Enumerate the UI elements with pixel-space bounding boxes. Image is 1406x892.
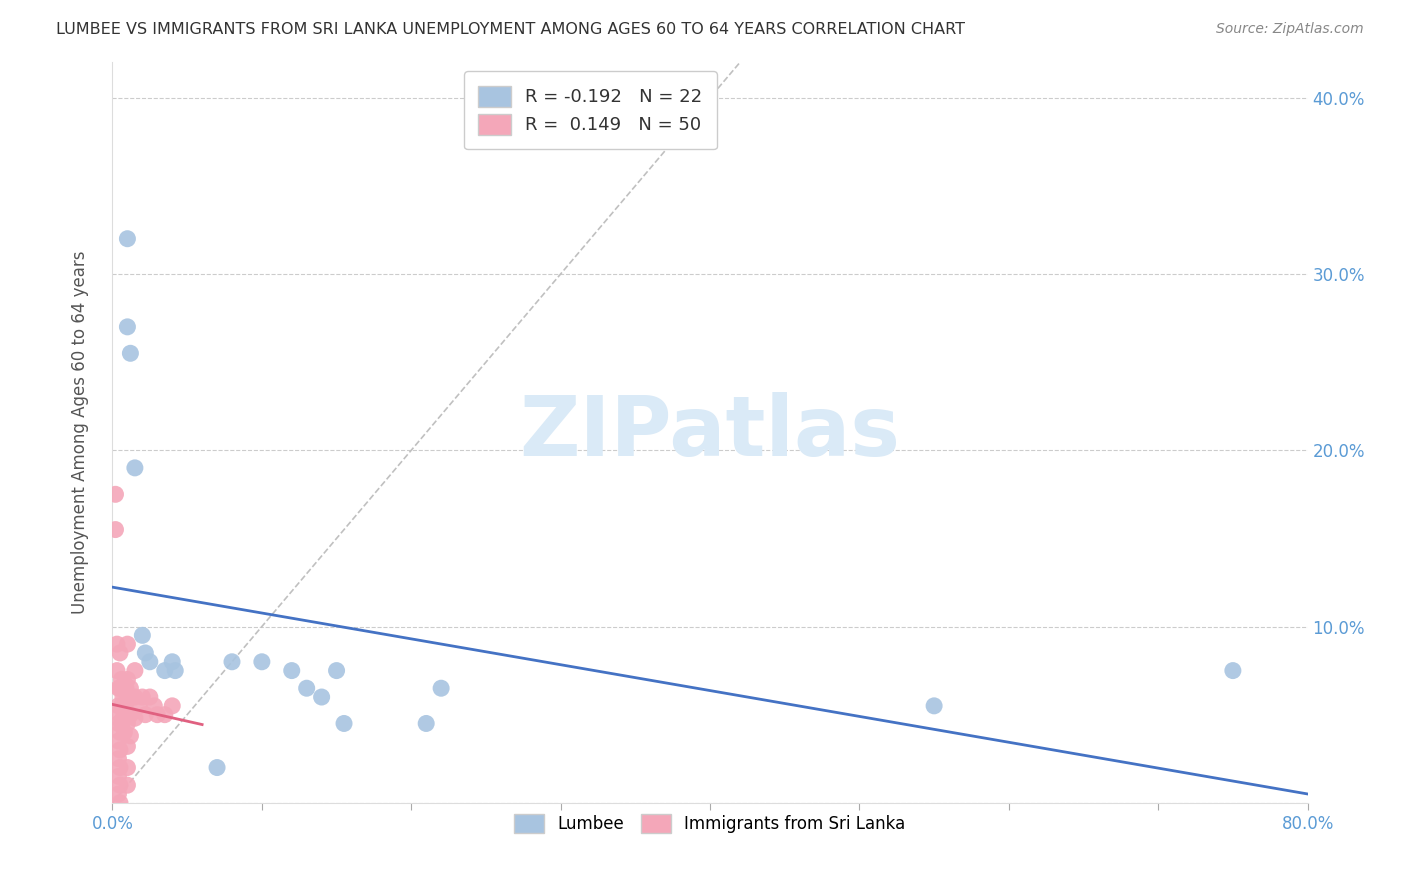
- Point: [162, 698, 183, 713]
- Point: [117, 232, 139, 246]
- Point: [107, 769, 129, 783]
- Point: [120, 346, 142, 360]
- Point: [143, 698, 166, 713]
- Text: Source: ZipAtlas.com: Source: ZipAtlas.com: [1216, 22, 1364, 37]
- Point: [325, 664, 347, 678]
- Point: [117, 760, 139, 774]
- Point: [107, 698, 129, 713]
- Point: [120, 729, 142, 743]
- Point: [139, 655, 162, 669]
- Point: [107, 787, 129, 801]
- Point: [108, 778, 131, 792]
- Point: [146, 707, 169, 722]
- Point: [104, 523, 127, 537]
- Point: [430, 681, 453, 696]
- Point: [117, 319, 139, 334]
- Point: [117, 739, 139, 754]
- Point: [1222, 664, 1244, 678]
- Legend: Lumbee, Immigrants from Sri Lanka: Lumbee, Immigrants from Sri Lanka: [501, 800, 920, 847]
- Point: [108, 760, 131, 774]
- Point: [153, 664, 176, 678]
- Point: [295, 681, 318, 696]
- Point: [333, 716, 356, 731]
- Point: [114, 725, 135, 739]
- Point: [117, 778, 139, 792]
- Point: [124, 711, 146, 725]
- Point: [108, 646, 131, 660]
- Point: [110, 698, 132, 713]
- Point: [128, 698, 150, 713]
- Text: LUMBEE VS IMMIGRANTS FROM SRI LANKA UNEMPLOYMENT AMONG AGES 60 TO 64 YEARS CORRE: LUMBEE VS IMMIGRANTS FROM SRI LANKA UNEM…: [56, 22, 966, 37]
- Point: [165, 664, 187, 678]
- Point: [115, 681, 138, 696]
- Point: [134, 646, 156, 660]
- Point: [105, 664, 128, 678]
- Point: [134, 707, 156, 722]
- Point: [162, 655, 183, 669]
- Point: [108, 707, 131, 722]
- Point: [124, 664, 146, 678]
- Point: [153, 707, 176, 722]
- Point: [117, 716, 139, 731]
- Point: [108, 796, 131, 810]
- Point: [107, 681, 129, 696]
- Point: [115, 707, 138, 722]
- Point: [124, 461, 146, 475]
- Point: [117, 673, 139, 687]
- Point: [117, 637, 139, 651]
- Point: [415, 716, 437, 731]
- Point: [124, 690, 146, 704]
- Point: [281, 664, 304, 678]
- Point: [114, 698, 135, 713]
- Point: [311, 690, 333, 704]
- Point: [111, 690, 134, 704]
- Point: [139, 690, 162, 704]
- Point: [107, 734, 129, 748]
- Point: [131, 628, 153, 642]
- Point: [110, 673, 132, 687]
- Point: [107, 716, 129, 731]
- Point: [108, 743, 131, 757]
- Point: [108, 725, 131, 739]
- Point: [114, 676, 135, 690]
- Point: [221, 655, 243, 669]
- Point: [120, 707, 142, 722]
- Point: [105, 637, 128, 651]
- Point: [250, 655, 273, 669]
- Point: [922, 698, 945, 713]
- Y-axis label: Unemployment Among Ages 60 to 64 years: Unemployment Among Ages 60 to 64 years: [70, 251, 89, 615]
- Point: [110, 716, 132, 731]
- Point: [117, 693, 139, 707]
- Point: [108, 681, 131, 696]
- Point: [111, 711, 134, 725]
- Point: [205, 760, 228, 774]
- Point: [131, 690, 153, 704]
- Point: [104, 487, 127, 501]
- Text: ZIPatlas: ZIPatlas: [520, 392, 900, 473]
- Point: [107, 752, 129, 766]
- Point: [120, 681, 142, 696]
